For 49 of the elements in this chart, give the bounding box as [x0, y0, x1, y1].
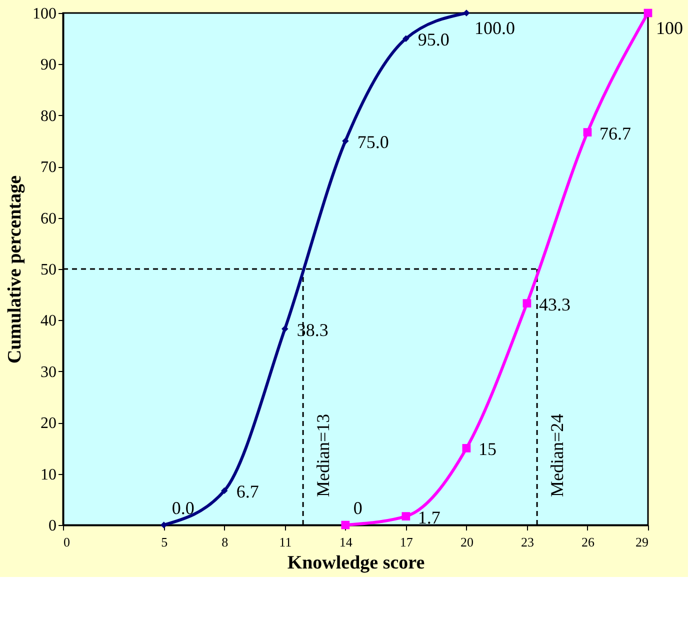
data-label: 76.7: [599, 123, 631, 144]
x-tick-label: 11: [279, 534, 292, 550]
point: [522, 299, 532, 308]
y-tick-label: 30: [40, 364, 56, 381]
data-label: 0.0: [172, 498, 194, 518]
y-tick-label: 100: [32, 6, 56, 22]
y-tick-label: 0: [48, 518, 56, 534]
data-label: 0: [353, 498, 362, 518]
y-tick-label: 60: [40, 210, 56, 228]
data-label: 1.7: [418, 507, 440, 528]
y-tick-label: 70: [40, 159, 56, 176]
x-tick-label: 23: [520, 534, 534, 550]
data-label: 38.3: [296, 320, 328, 340]
data-label: 95.0: [418, 30, 450, 50]
x-tick-label: 14: [339, 534, 353, 550]
y-tick-label: 90: [40, 56, 56, 74]
x-tick-label: 29: [636, 534, 648, 550]
y-axis-title: Cumulative percentage: [4, 175, 26, 364]
point: [221, 487, 228, 494]
x-tick-label: 26: [581, 534, 595, 550]
x-tick-label: 5: [161, 534, 168, 550]
y-tick-label: 20: [40, 415, 56, 432]
y-tick-label: 10: [40, 466, 56, 484]
data-label: 100.0: [474, 18, 515, 38]
y-tick-label: 50: [40, 262, 56, 278]
point: [462, 444, 471, 452]
data-label: 6.7: [236, 482, 259, 502]
point: [342, 138, 349, 144]
data-label: 100: [656, 18, 683, 38]
x-tick-label: 0: [64, 534, 70, 550]
data-label: 43.3: [538, 294, 570, 314]
annotation: Median=13: [313, 414, 334, 497]
y-tick-label: 40: [40, 312, 56, 330]
x-axis-title: Knowledge score: [287, 552, 425, 574]
point: [463, 10, 470, 16]
point: [341, 520, 350, 530]
y-tick-label: 80: [40, 108, 56, 125]
annotation: Median=24: [547, 414, 568, 497]
data-label: 75.0: [357, 132, 389, 152]
point: [402, 512, 410, 520]
point: [583, 128, 592, 136]
x-tick-label: 20: [460, 534, 474, 550]
point: [402, 35, 410, 42]
data-label: 15: [478, 439, 496, 460]
point: [282, 326, 288, 332]
x-tick-label: 8: [222, 534, 228, 550]
x-tick-label: 17: [400, 534, 414, 550]
point: [644, 8, 652, 18]
point: [160, 522, 168, 528]
